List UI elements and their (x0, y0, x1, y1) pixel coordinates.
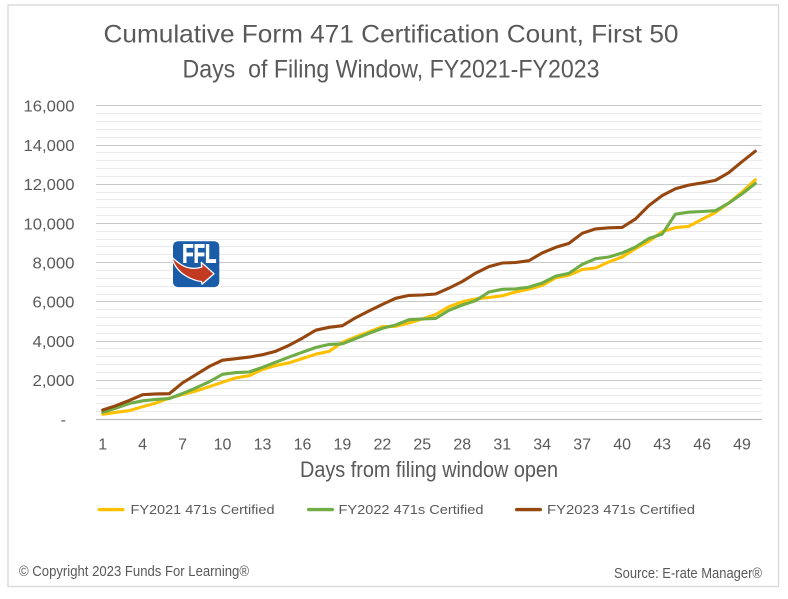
svg-text:Source: E-rate Manager®: Source: E-rate Manager® (614, 565, 762, 582)
svg-text:14,000: 14,000 (24, 138, 75, 155)
svg-text:4: 4 (138, 437, 147, 454)
svg-text:2,000: 2,000 (33, 373, 75, 390)
svg-text:16,000: 16,000 (24, 99, 75, 116)
svg-text:FY2022 471s Certified: FY2022 471s Certified (339, 502, 484, 517)
svg-text:12,000: 12,000 (24, 177, 75, 194)
svg-text:FFL: FFL (182, 239, 216, 269)
svg-text:Cumulative Form 471 Certificat: Cumulative Form 471 Certification Count,… (104, 20, 679, 48)
svg-text:FY2023 471s Certified: FY2023 471s Certified (547, 502, 695, 517)
svg-text:22: 22 (374, 437, 392, 454)
svg-text:13: 13 (254, 437, 272, 454)
svg-text:FY2021 471s Certified: FY2021 471s Certified (131, 502, 275, 517)
svg-text:37: 37 (573, 437, 591, 454)
svg-text:28: 28 (453, 437, 471, 454)
svg-text:-: - (61, 412, 66, 429)
svg-text:25: 25 (413, 437, 431, 454)
svg-text:7: 7 (178, 437, 187, 454)
svg-text:Days from filing window open: Days from filing window open (300, 457, 558, 482)
svg-text:34: 34 (533, 437, 551, 454)
svg-text:© Copyright 2023 Funds For Lea: © Copyright 2023 Funds For Learning® (19, 563, 249, 580)
svg-text:31: 31 (493, 437, 511, 454)
svg-text:16: 16 (294, 437, 312, 454)
svg-text:4,000: 4,000 (33, 334, 75, 351)
svg-text:46: 46 (693, 437, 711, 454)
svg-text:49: 49 (733, 437, 751, 454)
svg-text:8,000: 8,000 (33, 255, 75, 272)
svg-text:43: 43 (653, 437, 671, 454)
svg-text:6,000: 6,000 (33, 295, 75, 312)
svg-text:40: 40 (613, 437, 631, 454)
svg-text:Days of Filing Window, FY2021: Days of Filing Window, FY2021-FY2023 (183, 56, 600, 84)
svg-text:10,000: 10,000 (24, 216, 75, 233)
svg-text:10: 10 (214, 437, 232, 454)
svg-text:1: 1 (98, 437, 107, 454)
svg-text:19: 19 (334, 437, 352, 454)
